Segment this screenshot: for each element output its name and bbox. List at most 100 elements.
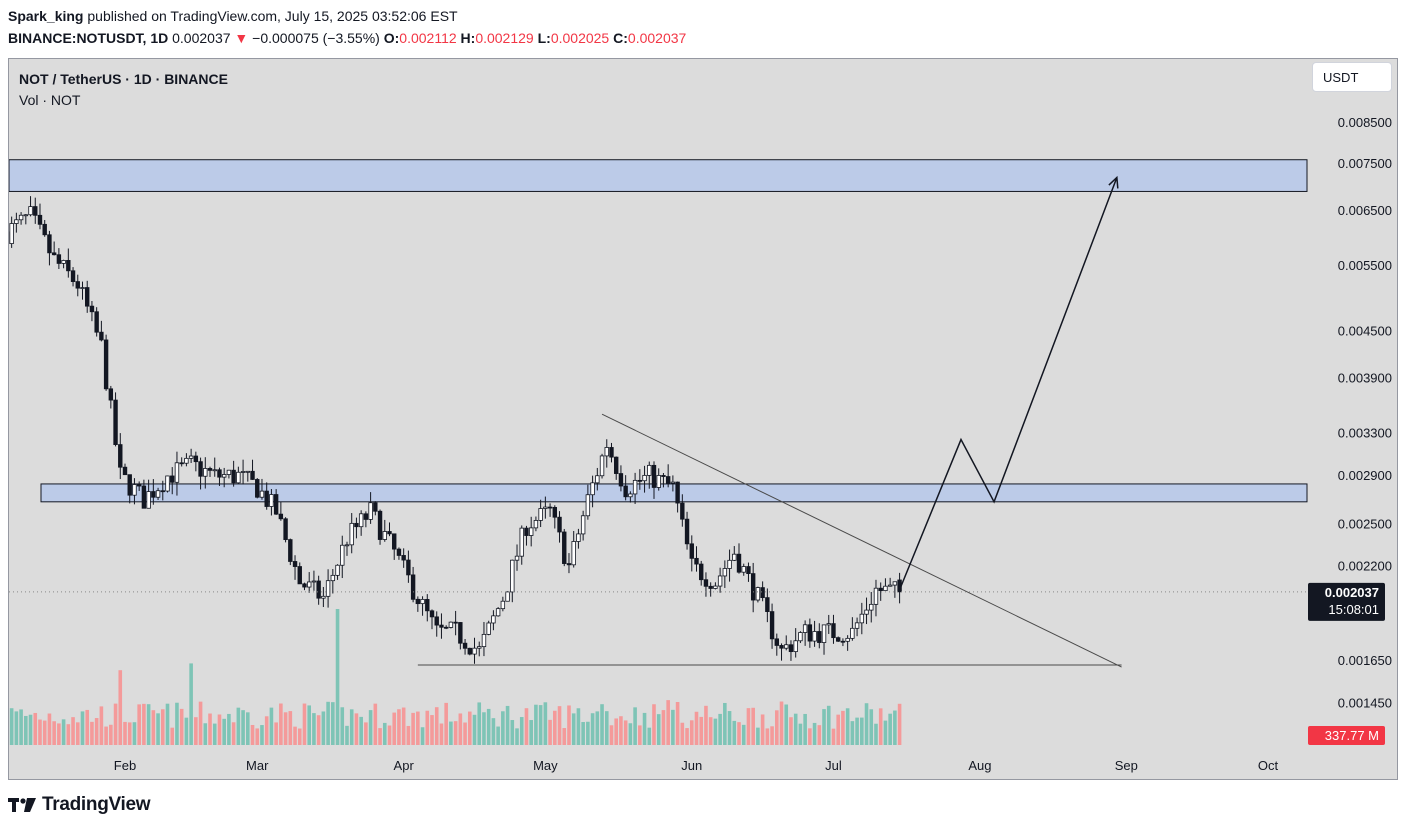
candle-body [23,214,29,217]
currency-unit-button[interactable]: USDT [1312,62,1392,92]
candle-body [118,444,123,468]
volume-bar [557,706,562,745]
volume-bar [411,712,415,745]
published-text: published on TradingView.com, July 15, 2… [87,8,458,24]
candle-body [807,624,813,642]
y-tick-label: 0.005500 [1338,258,1392,273]
candle-body [538,508,543,521]
x-tick-label: Apr [394,758,415,773]
volume-bar [718,713,722,745]
candle-body [122,466,128,476]
volume-bar [897,703,902,745]
candle-body [746,566,751,574]
volume-bar [57,723,61,745]
candle-body [821,624,827,643]
volume-bar [472,714,477,745]
volume-bar [878,708,883,745]
volume-bar [860,717,864,745]
volume-bar [33,712,38,745]
chart-frame[interactable]: 0.008500 0.007500 0.006500 0.005500 0.004500… [8,58,1398,780]
volume-bar [194,717,198,745]
candle-body [628,493,633,498]
candle-body [415,598,421,605]
volume-bar [482,712,486,745]
volume-bar [496,726,500,745]
candle-body [184,457,189,464]
close-value: 0.002037 [627,30,687,46]
legend-volume[interactable]: Vol · NOT [19,92,81,108]
volume-bar [467,711,472,745]
volume-bar [798,723,803,745]
price-chart[interactable]: 0.008500 0.007500 0.006500 0.005500 0.004500… [9,59,1398,780]
volume-bar [19,709,23,745]
candle-body [680,502,685,520]
candle-body [675,481,680,504]
volume-bar [165,703,170,745]
volume-bar [727,711,732,745]
candle-body [85,287,90,307]
candle-body [580,515,586,535]
candle-body [769,611,775,640]
volume-bar [349,709,354,745]
candle-body [491,615,496,624]
candle-body [382,531,387,540]
current-price-label: 0.002037 [1325,585,1379,600]
candle-body [240,471,246,473]
volume-bar [529,720,533,745]
candle-body [878,587,883,592]
candle-body [755,587,761,601]
volume-bar [656,714,661,745]
volume-bar [316,715,321,745]
candle-body [798,632,803,642]
candle-body [325,580,331,597]
candle-body [533,520,539,529]
volume-bar [826,705,831,745]
volume-bar [146,704,151,745]
volume-bar [510,720,515,745]
volume-value-label: 337.77 M [1325,728,1379,743]
legend-title[interactable]: NOT / TetherUS · 1D · BINANCE [19,71,228,87]
volume-bar [586,721,590,745]
volume-bar [841,710,845,745]
volume-bar [590,713,595,745]
candle-body [779,645,784,649]
volume-bar [434,707,439,745]
candle-body [623,485,628,498]
candle-body [127,474,132,496]
candle-body [311,580,317,583]
candle-body [835,637,841,642]
candle-body [845,637,850,642]
candle-body [429,610,435,618]
candle-body [651,464,657,488]
candle-body [344,544,350,547]
volume-bar [47,713,52,745]
volume-bar [397,709,401,745]
candle-body [170,475,175,483]
volume-bar [104,726,108,745]
volume-bar [751,707,755,745]
volume-bar [24,715,28,745]
resistance-zone [40,483,1308,503]
candle-body [368,502,373,520]
candle-body [647,464,652,476]
candle-body [51,252,57,256]
volume-bar [817,725,822,745]
candle-body [358,513,364,528]
volume-bar [723,702,727,745]
candle-body [524,527,529,536]
candle-body [396,548,402,556]
volume-bar [675,701,680,745]
candle-body [439,624,444,628]
candle-body [264,490,269,507]
volume-bar [297,728,302,745]
volume-bar [741,724,746,745]
candle-body [760,587,765,599]
author-name[interactable]: Spark_king [8,8,84,24]
candle-body [632,479,638,495]
volume-bar [406,725,411,745]
volume-bar [619,716,623,745]
candle-body [585,494,591,517]
volume-bar [836,714,840,745]
candle-body [160,490,165,493]
volume-bar [123,721,127,745]
